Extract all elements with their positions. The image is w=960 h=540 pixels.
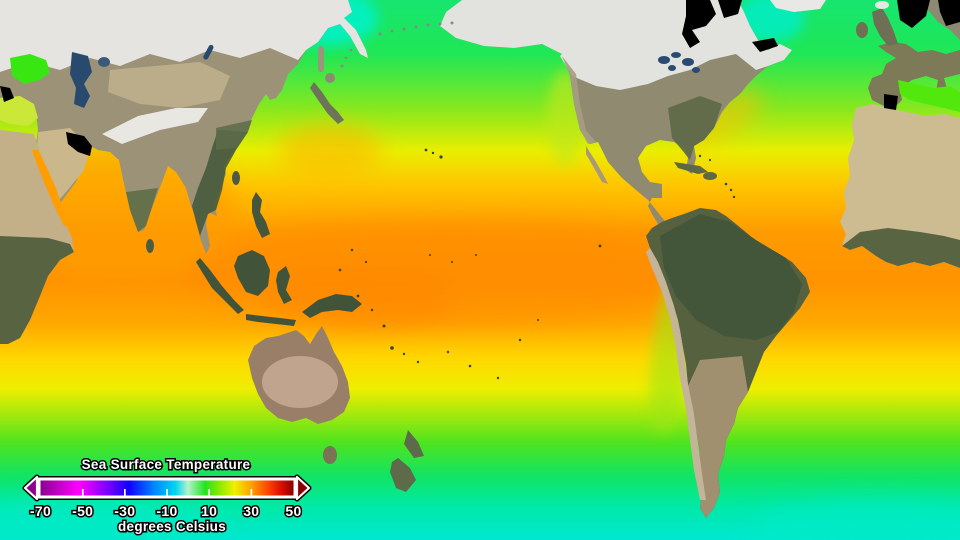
forest-south-china [216, 120, 252, 150]
snow-siberia [0, 0, 368, 72]
island-taiwan [232, 171, 240, 185]
legend-units: degrees Celsius [118, 519, 226, 534]
great-lakes [658, 52, 700, 73]
colorbar [22, 474, 312, 502]
forest-east-africa [0, 236, 74, 344]
island-hokkaido [325, 73, 335, 83]
gulf-st-lawrence-no-data [752, 38, 778, 52]
mediterranean-east [0, 96, 38, 126]
no-data-patches [0, 0, 960, 156]
tick-label: -10 [156, 503, 177, 519]
island-tasmania [323, 446, 337, 464]
colorbar-left-arrow-icon [23, 475, 39, 501]
north-sea-no-data [897, 0, 930, 28]
desert-central-asia [108, 62, 230, 108]
island-great-britain [872, 8, 898, 46]
foxe-basin-no-data [718, 0, 742, 18]
mountains-andes [646, 248, 706, 500]
island-sulawesi [276, 266, 292, 304]
island-iceland [875, 1, 889, 9]
colorbar-ticks [81, 489, 253, 496]
gibraltar-no-data [884, 94, 898, 110]
island-philippines [252, 192, 270, 238]
island-sri-lanka [146, 239, 154, 253]
continent-eurasia [0, 0, 368, 254]
forest-south-india [126, 188, 158, 232]
forest-west-africa [842, 228, 960, 268]
mediterranean-west [898, 80, 960, 112]
tick-label: -50 [72, 503, 93, 519]
aegean-no-data [0, 86, 14, 102]
continents [0, 0, 960, 518]
tick-label: -30 [114, 503, 135, 519]
forest-southeast-asia [192, 130, 248, 236]
tick-label: 10 [201, 503, 217, 519]
island-hispaniola [703, 172, 717, 180]
island-sakhalin [318, 46, 324, 72]
colorbar-gradient [40, 480, 294, 496]
island-borneo [234, 250, 270, 296]
legend-title: Sea Surface Temperature [82, 457, 251, 472]
island-japan [310, 82, 344, 124]
aleutian-islands [340, 21, 454, 68]
persian-gulf-no-data [66, 132, 92, 156]
black-sea [10, 54, 50, 84]
island-sumatra [196, 258, 244, 314]
colorbar-right-arrow-icon [295, 475, 311, 501]
baja-california [586, 146, 608, 184]
greenland-edge [770, 0, 826, 12]
colorbar-tick-labels: -70 -50 -30 -10 10 30 50 [28, 502, 302, 521]
hudson-bay-no-data [682, 0, 716, 48]
inland-waters [0, 44, 960, 226]
mountains-west-usa [562, 56, 596, 144]
island-new-zealand-north [404, 430, 424, 458]
forest-east-usa [668, 96, 722, 160]
island-java [246, 314, 296, 326]
tick-label: 30 [243, 503, 259, 519]
lake-baikal [203, 44, 214, 60]
continent-africa-right [840, 104, 960, 268]
snow-himalaya [102, 108, 208, 144]
island-ireland [856, 22, 868, 38]
tick-label: -70 [30, 503, 51, 519]
pampas-argentina [688, 356, 748, 518]
sst-legend: Sea Surface Temperature -70 -50 -30 -10 [22, 456, 312, 536]
red-sea [32, 150, 70, 226]
desert-australia-center [262, 356, 338, 408]
caspian-sea [70, 52, 92, 108]
island-new-zealand-south [390, 458, 416, 492]
small-islands [338, 21, 736, 380]
baltic-sea-no-data [938, 0, 960, 26]
forest-amazon [660, 214, 802, 340]
island-cuba [674, 162, 708, 174]
island-new-guinea [302, 294, 362, 318]
aral-sea [98, 57, 110, 67]
tick-label: 50 [285, 503, 301, 519]
